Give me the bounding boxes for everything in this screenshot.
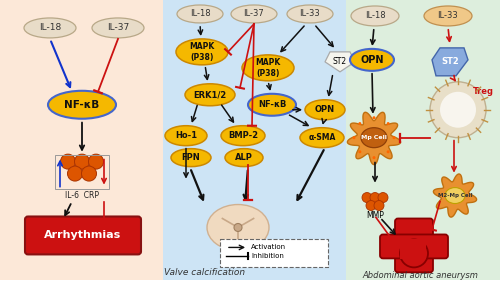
FancyBboxPatch shape [400, 239, 426, 259]
Ellipse shape [424, 6, 472, 26]
Text: OPN: OPN [360, 55, 384, 65]
Circle shape [378, 192, 388, 203]
Ellipse shape [185, 84, 235, 106]
Ellipse shape [48, 91, 116, 119]
Text: IL-37: IL-37 [244, 10, 264, 19]
Text: α-SMA: α-SMA [308, 133, 336, 142]
Text: ERK1/2: ERK1/2 [194, 90, 226, 99]
FancyBboxPatch shape [163, 0, 346, 280]
Text: ST2: ST2 [333, 57, 347, 66]
Ellipse shape [300, 128, 344, 148]
Polygon shape [325, 52, 355, 72]
Text: IL-18: IL-18 [39, 23, 61, 32]
Circle shape [370, 192, 380, 203]
Circle shape [400, 239, 428, 268]
Text: NF-κB: NF-κB [64, 100, 100, 110]
Ellipse shape [92, 18, 144, 38]
Text: ST2: ST2 [441, 57, 459, 66]
Text: Inhibition: Inhibition [251, 253, 284, 259]
Text: IL-6  CRP: IL-6 CRP [65, 191, 99, 200]
Circle shape [440, 92, 476, 128]
FancyBboxPatch shape [0, 0, 163, 280]
Text: MAPK
(P38): MAPK (P38) [256, 58, 280, 78]
Ellipse shape [24, 18, 76, 38]
Ellipse shape [305, 100, 345, 120]
Ellipse shape [350, 49, 394, 71]
Ellipse shape [445, 187, 465, 203]
Text: Valve calcification: Valve calcification [164, 268, 246, 277]
Ellipse shape [231, 5, 277, 23]
Circle shape [234, 223, 242, 232]
Circle shape [352, 136, 356, 139]
Ellipse shape [165, 126, 207, 146]
Circle shape [386, 122, 390, 125]
FancyBboxPatch shape [25, 216, 141, 254]
Circle shape [82, 166, 96, 181]
Circle shape [372, 156, 376, 159]
Polygon shape [434, 174, 476, 217]
Ellipse shape [361, 128, 387, 148]
Ellipse shape [177, 5, 223, 23]
Circle shape [366, 201, 376, 210]
Circle shape [372, 116, 376, 119]
Text: OPN: OPN [315, 105, 335, 114]
Text: Treg: Treg [472, 87, 494, 96]
Text: M2-Mp Cell: M2-Mp Cell [438, 193, 472, 198]
Ellipse shape [287, 5, 333, 23]
Text: IL-37: IL-37 [107, 23, 129, 32]
Circle shape [430, 82, 486, 138]
Text: IL-18: IL-18 [364, 12, 386, 21]
Circle shape [60, 154, 76, 169]
Text: Activation: Activation [251, 244, 286, 250]
Circle shape [74, 154, 90, 169]
Circle shape [358, 122, 362, 125]
Ellipse shape [176, 39, 228, 65]
Text: MMP: MMP [366, 211, 384, 220]
Text: BMP-2: BMP-2 [228, 131, 258, 140]
Text: Ho-1: Ho-1 [175, 131, 197, 140]
Polygon shape [432, 48, 468, 76]
Circle shape [386, 150, 390, 153]
Ellipse shape [248, 94, 296, 116]
Circle shape [374, 201, 384, 210]
FancyBboxPatch shape [380, 234, 448, 259]
Text: MAPK
(P38): MAPK (P38) [190, 42, 214, 62]
Ellipse shape [207, 205, 269, 250]
Text: Mp Cell: Mp Cell [361, 135, 387, 140]
Circle shape [392, 136, 396, 139]
Circle shape [68, 166, 82, 181]
Circle shape [88, 154, 104, 169]
Circle shape [358, 150, 362, 153]
Text: FPN: FPN [182, 153, 201, 162]
Text: IL-33: IL-33 [438, 12, 458, 21]
Ellipse shape [171, 149, 211, 167]
Text: IL-18: IL-18 [190, 10, 210, 19]
Ellipse shape [225, 149, 263, 167]
Text: IL-33: IL-33 [300, 10, 320, 19]
FancyBboxPatch shape [346, 0, 500, 280]
Text: NF-κB: NF-κB [258, 100, 286, 109]
Polygon shape [348, 112, 401, 165]
Ellipse shape [221, 126, 265, 146]
Ellipse shape [351, 6, 399, 26]
Text: ALP: ALP [235, 153, 253, 162]
Text: Abdominal aortic aneurysm: Abdominal aortic aneurysm [362, 271, 478, 280]
Ellipse shape [242, 55, 294, 81]
Circle shape [362, 192, 372, 203]
FancyBboxPatch shape [395, 219, 433, 272]
Text: Arrhythmias: Arrhythmias [44, 230, 122, 241]
FancyBboxPatch shape [220, 239, 328, 268]
